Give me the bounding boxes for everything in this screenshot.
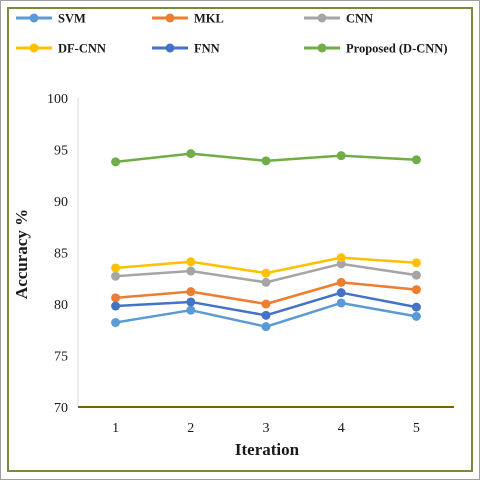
data-point <box>336 288 346 298</box>
series-line <box>111 149 421 167</box>
legend-item: DF-CNN <box>16 42 106 56</box>
data-point <box>111 263 121 273</box>
y-axis-ticks: 70 75 80 85 90 95 100 <box>47 92 68 416</box>
data-point <box>336 298 346 308</box>
legend-label: Proposed (D-CNN) <box>346 42 448 56</box>
series-line <box>111 259 421 287</box>
data-point <box>411 311 421 321</box>
data-point <box>111 157 121 167</box>
data-point <box>411 258 421 268</box>
data-point <box>336 151 346 161</box>
legend-swatch-marker <box>317 13 327 23</box>
data-point <box>111 271 121 281</box>
legend-swatch-marker <box>317 43 327 53</box>
data-point <box>186 257 196 267</box>
legend-label: MKL <box>194 12 224 26</box>
data-point <box>411 155 421 165</box>
series-line <box>111 288 421 320</box>
data-point <box>261 268 271 278</box>
data-point <box>111 293 121 303</box>
legend-item: Proposed (D-CNN) <box>304 42 448 56</box>
y-tick-label: 75 <box>54 350 68 365</box>
series-line <box>111 253 421 278</box>
legend-item: MKL <box>152 12 224 26</box>
y-tick-label: 95 <box>54 144 68 159</box>
x-tick-label: 2 <box>187 421 194 436</box>
legend-item: CNN <box>304 12 373 26</box>
data-point <box>111 318 121 328</box>
legend-swatch-marker <box>29 13 39 23</box>
data-point <box>411 285 421 295</box>
x-axis-title: Iteration <box>235 440 300 459</box>
y-tick-label: 85 <box>54 247 68 262</box>
y-tick-label: 90 <box>54 195 68 210</box>
data-point <box>186 305 196 315</box>
data-point <box>186 287 196 297</box>
x-tick-label: 1 <box>112 421 119 436</box>
data-point <box>261 277 271 287</box>
legend-label: SVM <box>58 12 86 26</box>
legend-label: FNN <box>194 42 220 56</box>
series-line <box>111 277 421 309</box>
legend: SVM MKL CNN DF-CNN FNN Proposed (D-CNN) <box>16 12 448 56</box>
legend-item: SVM <box>16 12 86 26</box>
data-point <box>261 322 271 332</box>
x-tick-label: 4 <box>338 421 345 436</box>
y-tick-label: 80 <box>54 298 68 313</box>
x-tick-label: 5 <box>413 421 420 436</box>
legend-swatch-marker <box>165 43 175 53</box>
legend-swatch-marker <box>165 13 175 23</box>
data-point <box>186 149 196 159</box>
data-point <box>261 156 271 166</box>
data-point <box>261 299 271 309</box>
data-point <box>186 266 196 276</box>
legend-item: FNN <box>152 42 220 56</box>
axes <box>77 98 454 408</box>
data-point <box>411 270 421 280</box>
legend-label: CNN <box>346 12 373 26</box>
y-tick-label: 100 <box>47 92 68 107</box>
data-point <box>411 302 421 312</box>
data-point <box>336 253 346 263</box>
data-point <box>336 277 346 287</box>
series-line <box>111 298 421 332</box>
x-tick-label: 3 <box>263 421 270 436</box>
data-point <box>186 297 196 307</box>
data-point <box>111 301 121 311</box>
data-point <box>336 259 346 269</box>
legend-label: DF-CNN <box>58 42 106 56</box>
y-tick-label: 70 <box>54 401 68 416</box>
y-axis-title: Accuracy % <box>12 209 31 299</box>
data-point <box>261 310 271 320</box>
chart-inner-border <box>7 7 473 472</box>
legend-swatch-marker <box>29 43 39 53</box>
series-group <box>111 149 421 332</box>
x-axis-ticks: 1 2 3 4 5 <box>112 421 420 436</box>
